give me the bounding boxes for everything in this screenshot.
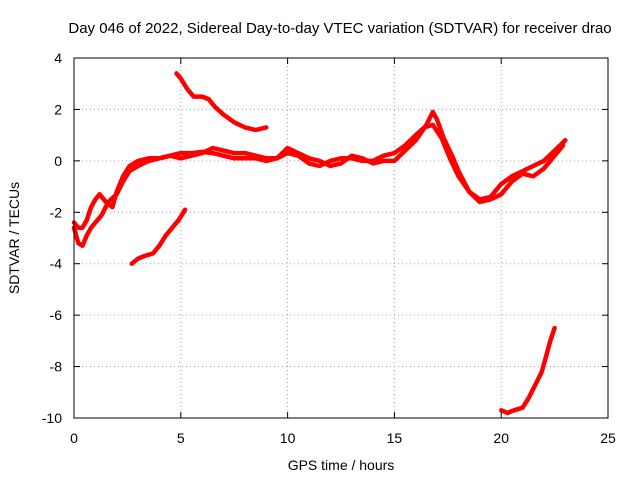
- x-tick-label: 20: [493, 430, 509, 446]
- series-arc-4: [129, 207, 188, 266]
- y-axis-label: SDTVAR / TECUs: [6, 182, 22, 294]
- grid-lines: [74, 58, 608, 418]
- data-series: [71, 71, 568, 416]
- chart-title: Day 046 of 2022, Sidereal Day-to-day VTE…: [68, 20, 611, 37]
- x-tick-label: 0: [70, 430, 78, 446]
- x-axis-ticks: 0 5 10 15 20 25: [70, 58, 616, 446]
- y-tick-label: 4: [54, 50, 62, 66]
- x-axis-label: GPS time / hours: [288, 457, 395, 473]
- x-tick-label: 15: [387, 430, 403, 446]
- plot-frame: [73, 57, 609, 419]
- series-arc-2: [71, 109, 566, 230]
- x-tick-label: 5: [177, 430, 185, 446]
- series-arc-1: [71, 122, 568, 248]
- y-tick-label: -10: [42, 410, 62, 426]
- y-tick-label: -6: [50, 307, 63, 323]
- y-axis-ticks: -10 -8 -6 -4 -2 0 2 4: [42, 50, 608, 426]
- series-arc-5: [498, 325, 557, 416]
- y-tick-label: 0: [54, 153, 62, 169]
- series-arc-3: [174, 71, 269, 133]
- y-tick-label: -4: [50, 256, 63, 272]
- x-tick-label: 10: [280, 430, 296, 446]
- y-tick-label: -2: [50, 204, 63, 220]
- y-tick-label: 2: [54, 101, 62, 117]
- y-tick-label: -8: [50, 359, 63, 375]
- x-tick-label: 25: [600, 430, 616, 446]
